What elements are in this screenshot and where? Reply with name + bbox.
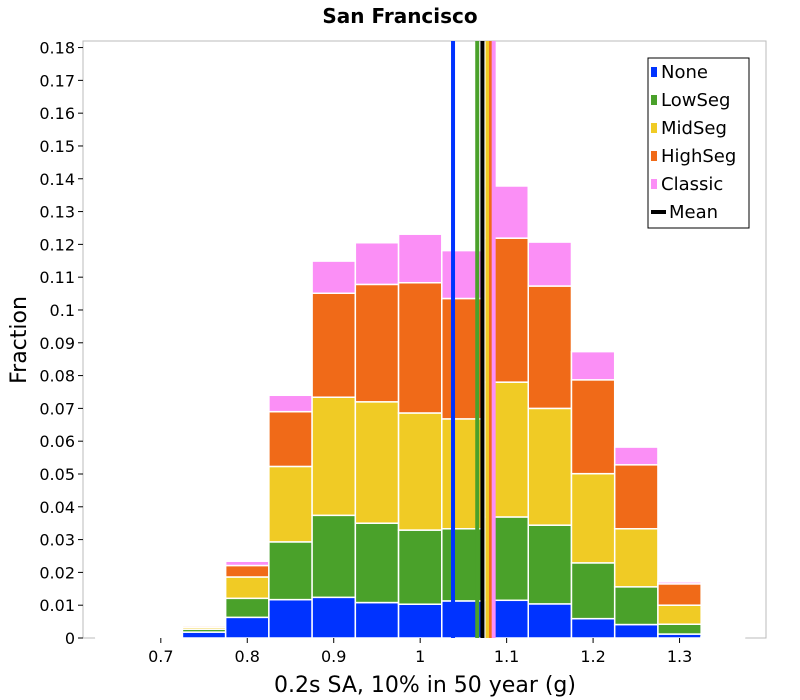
bar-classic-7	[397, 233, 443, 284]
bar-none-2	[181, 631, 227, 639]
bar-lowseg-11	[570, 562, 616, 620]
bar-none-10	[527, 603, 573, 639]
bar-none-7	[397, 603, 443, 639]
legend-label-mean: Mean	[669, 202, 718, 223]
y-tick-label-2: 0.02	[39, 563, 75, 582]
bar-midseg-7	[397, 412, 443, 531]
y-tick-label-13: 0.13	[39, 203, 75, 222]
bar-highseg-13	[657, 583, 702, 606]
bar-midseg-5	[311, 396, 357, 517]
bar-none-5	[311, 596, 357, 639]
y-tick-label-11: 0.11	[39, 268, 75, 287]
legend-box	[647, 57, 750, 229]
y-tick-label-10: 0.1	[50, 301, 75, 320]
x-tick-label-4: 1.1	[494, 647, 519, 666]
bar-highseg-5	[311, 292, 357, 398]
bar-midseg-10	[527, 407, 573, 526]
bar-none-4	[268, 598, 313, 639]
bar-lowseg-12	[613, 586, 659, 626]
x-tick-label-2: 0.9	[321, 647, 346, 666]
y-tick-label-6: 0.06	[39, 432, 75, 451]
bar-classic-11	[570, 350, 616, 381]
chart-title: San Francisco	[322, 4, 477, 28]
y-tick-label-9: 0.09	[39, 334, 75, 353]
legend-swatch-midseg	[651, 123, 657, 133]
bar-highseg-3	[224, 564, 270, 578]
bar-midseg-13	[657, 604, 702, 625]
x-axis-title: 0.2s SA, 10% in 50 year (g)	[274, 673, 576, 698]
y-tick-label-4: 0.04	[39, 498, 75, 517]
legend-swatch-none	[651, 67, 657, 77]
bar-highseg-11	[570, 379, 616, 475]
x-axis: 0.7 0.8 0.9 1 1.1 1.2 1.3	[148, 638, 692, 666]
bar-highseg-12	[613, 464, 659, 530]
y-tick-label-0: 0	[65, 629, 75, 648]
legend-swatch-classic	[651, 179, 657, 189]
bar-highseg-10	[527, 285, 573, 410]
bar-lowseg-7	[397, 529, 443, 605]
bar-midseg-11	[570, 472, 616, 564]
bar-none-6	[354, 601, 400, 639]
x-tick-label-6: 1.3	[667, 647, 692, 666]
bar-highseg-4	[268, 410, 313, 468]
y-tick-label-17: 0.17	[39, 71, 75, 90]
bar-highseg-6	[354, 283, 400, 403]
bar-classic-3	[224, 560, 270, 567]
y-tick-label-15: 0.15	[39, 137, 75, 156]
bar-midseg-12	[613, 528, 659, 588]
bar-classic-6	[354, 241, 400, 286]
legend-label-midseg: MidSeg	[661, 118, 727, 139]
legend-swatch-highseg	[651, 151, 657, 161]
legend-label-none: None	[661, 62, 708, 83]
bar-classic-4	[268, 394, 313, 413]
bar-midseg-6	[354, 401, 400, 524]
bar-classic-13	[657, 581, 702, 585]
y-tick-label-14: 0.14	[39, 170, 75, 189]
x-tick-label-3: 1	[415, 647, 425, 666]
y-tick-label-18: 0.18	[39, 39, 75, 58]
y-tick-label-3: 0.03	[39, 531, 75, 550]
legend-swatch-lowseg	[651, 95, 657, 105]
bar-none-11	[570, 617, 616, 639]
y-tick-label-1: 0.01	[39, 596, 75, 615]
bar-lowseg-4	[268, 541, 313, 601]
legend-label-highseg: HighSeg	[661, 146, 736, 167]
y-axis: 0 0.01 0.02 0.03 0.04 0.05 0.06 0.07 0.08 0.09 0.1…	[39, 39, 83, 648]
x-tick-label-0: 0.7	[148, 647, 173, 666]
bar-midseg-4	[268, 465, 313, 543]
bar-lowseg-3	[224, 597, 270, 619]
x-tick-label-5: 1.2	[580, 647, 605, 666]
bar-none-12	[613, 623, 659, 639]
bar-midseg-3	[224, 576, 270, 600]
bar-lowseg-5	[311, 514, 357, 599]
y-tick-label-7: 0.07	[39, 399, 75, 418]
bar-lowseg-13	[657, 623, 702, 635]
bar-lowseg-10	[527, 524, 573, 605]
legend: None LowSeg MidSeg HighSeg Classic Mean	[647, 57, 750, 229]
bar-none-3	[224, 616, 270, 639]
bar-classic-12	[613, 446, 659, 466]
x-tick-label-1: 0.8	[235, 647, 260, 666]
bar-classic-5	[311, 260, 357, 294]
legend-label-classic: Classic	[661, 174, 723, 195]
legend-label-lowseg: LowSeg	[661, 90, 730, 111]
bar-classic-10	[527, 241, 573, 287]
y-axis-title: Fraction	[7, 296, 32, 384]
y-tick-label-16: 0.16	[39, 104, 75, 123]
y-tick-label-8: 0.08	[39, 367, 75, 386]
bar-highseg-7	[397, 282, 443, 414]
y-tick-label-5: 0.05	[39, 465, 75, 484]
mean-lines-layer	[451, 41, 496, 638]
bar-classic-2	[181, 624, 227, 627]
bar-lowseg-6	[354, 522, 400, 604]
y-tick-label-12: 0.12	[39, 235, 75, 254]
